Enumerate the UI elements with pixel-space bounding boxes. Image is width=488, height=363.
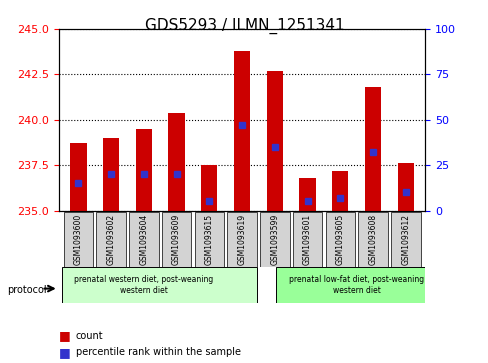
FancyBboxPatch shape [129,212,158,267]
Text: GSM1093619: GSM1093619 [237,214,246,265]
FancyBboxPatch shape [162,212,191,267]
Text: count: count [76,331,103,341]
Bar [299,178,315,211]
FancyBboxPatch shape [292,212,322,267]
FancyBboxPatch shape [390,212,420,267]
Text: GSM1093608: GSM1093608 [368,214,377,265]
Text: ■: ■ [59,329,70,342]
Bar [201,165,217,211]
Bar [168,113,184,211]
Text: GSM1093601: GSM1093601 [303,214,311,265]
FancyBboxPatch shape [194,212,224,267]
Bar [102,138,119,211]
Text: GDS5293 / ILMN_1251341: GDS5293 / ILMN_1251341 [144,18,344,34]
FancyBboxPatch shape [358,212,387,267]
FancyBboxPatch shape [227,212,256,267]
Text: percentile rank within the sample: percentile rank within the sample [76,347,240,357]
Bar [364,87,381,211]
Text: ■: ■ [59,346,70,359]
Text: GSM1093612: GSM1093612 [401,214,409,265]
Bar [397,163,413,211]
FancyBboxPatch shape [276,267,436,303]
Bar [233,51,250,211]
Text: GSM1093615: GSM1093615 [204,214,213,265]
Text: GSM1093602: GSM1093602 [106,214,115,265]
Text: prenatal western diet, post-weaning
western diet: prenatal western diet, post-weaning west… [74,275,213,295]
Text: GSM1093604: GSM1093604 [139,214,148,265]
Text: GSM1093599: GSM1093599 [270,214,279,265]
Text: protocol: protocol [7,285,47,295]
Text: GSM1093600: GSM1093600 [74,214,82,265]
Text: GSM1093605: GSM1093605 [335,214,344,265]
Bar [266,71,283,211]
FancyBboxPatch shape [96,212,125,267]
Bar [331,171,348,211]
Text: GSM1093609: GSM1093609 [172,214,181,265]
FancyBboxPatch shape [63,212,93,267]
Text: prenatal low-fat diet, post-weaning
western diet: prenatal low-fat diet, post-weaning west… [288,275,424,295]
Bar [135,129,152,211]
FancyBboxPatch shape [325,212,354,267]
FancyBboxPatch shape [260,212,289,267]
FancyBboxPatch shape [62,267,256,303]
Bar [70,143,86,211]
